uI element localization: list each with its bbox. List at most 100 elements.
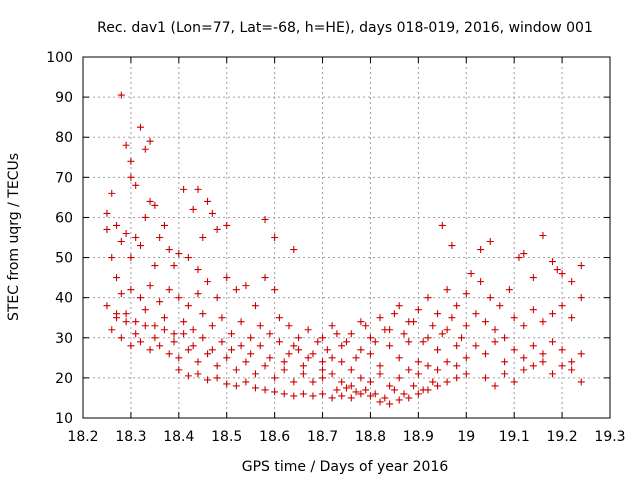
data-point	[127, 342, 135, 350]
data-point	[232, 286, 240, 294]
data-point	[558, 362, 566, 370]
data-point	[472, 342, 480, 350]
data-point	[194, 358, 202, 366]
data-point	[146, 137, 154, 145]
x-tick-label: 19.2	[547, 429, 578, 445]
data-point	[419, 386, 427, 394]
data-point	[520, 322, 528, 330]
data-point	[568, 278, 576, 286]
x-tick-label: 18.5	[211, 429, 242, 445]
data-point	[266, 354, 274, 362]
data-point	[108, 254, 116, 262]
data-point	[242, 282, 250, 290]
data-point	[529, 362, 537, 370]
data-point	[338, 392, 346, 400]
data-point	[232, 382, 240, 390]
data-point	[261, 215, 269, 223]
data-point	[414, 306, 422, 314]
data-point	[146, 197, 154, 205]
data-point	[539, 318, 547, 326]
data-point	[204, 376, 212, 384]
data-point	[184, 254, 192, 262]
data-point	[405, 394, 413, 402]
data-point	[357, 374, 365, 382]
y-tick-label: 40	[55, 291, 73, 307]
data-point	[199, 234, 207, 241]
data-point	[251, 370, 259, 378]
data-point	[453, 374, 461, 382]
data-point	[280, 390, 288, 398]
data-point	[156, 298, 164, 306]
data-point	[381, 326, 389, 334]
data-point	[338, 358, 346, 366]
data-point	[510, 378, 518, 386]
data-point	[357, 390, 365, 398]
data-point	[290, 378, 298, 386]
data-point	[127, 254, 135, 262]
data-point	[501, 358, 509, 366]
data-point	[520, 366, 528, 374]
data-point	[204, 278, 212, 286]
data-point	[462, 290, 470, 298]
data-point	[549, 310, 557, 318]
data-point	[553, 266, 561, 274]
y-tick-label: 90	[55, 90, 73, 106]
data-point	[132, 318, 140, 326]
data-point	[309, 378, 317, 386]
data-point	[434, 382, 442, 390]
data-point	[443, 286, 451, 294]
data-point	[151, 201, 159, 209]
data-point	[132, 181, 140, 189]
data-point	[481, 318, 489, 326]
data-point	[194, 290, 202, 298]
data-point	[386, 382, 394, 390]
data-point	[127, 286, 135, 294]
data-point	[213, 294, 221, 302]
data-point	[271, 374, 279, 382]
data-point	[481, 350, 489, 358]
data-point	[434, 366, 442, 374]
data-point	[175, 294, 183, 302]
data-point	[577, 294, 585, 302]
data-point	[242, 358, 250, 366]
y-axis-label: STEC from uqrg / TECUs	[6, 153, 22, 321]
data-point	[405, 366, 413, 374]
data-point	[347, 366, 355, 374]
data-point	[122, 141, 130, 149]
data-point	[314, 338, 322, 346]
data-point	[510, 346, 518, 354]
data-point	[213, 374, 221, 382]
data-point	[141, 306, 149, 314]
data-point	[194, 266, 202, 274]
data-point	[299, 390, 307, 398]
x-tick-label: 18.9	[403, 429, 434, 445]
data-point	[549, 370, 557, 378]
data-point	[299, 362, 307, 370]
data-point	[577, 350, 585, 358]
data-point	[189, 326, 197, 334]
data-point	[319, 374, 327, 382]
data-point	[160, 314, 168, 322]
x-tick-label: 18.2	[67, 429, 98, 445]
data-point	[228, 330, 236, 338]
data-point	[122, 310, 130, 318]
data-point	[113, 310, 121, 318]
data-point	[136, 294, 144, 302]
data-point	[309, 392, 317, 400]
data-point	[304, 354, 312, 362]
data-point	[170, 330, 178, 338]
data-point	[271, 234, 279, 241]
data-point	[199, 334, 207, 342]
chart-title: Rec. dav1 (Lon=77, Lat=-68, h=HE), days …	[97, 20, 593, 36]
data-point	[204, 350, 212, 358]
data-point	[151, 262, 159, 270]
data-point	[448, 242, 456, 250]
data-point	[491, 338, 499, 346]
y-tick-label: 60	[55, 210, 73, 226]
data-point	[132, 234, 140, 241]
data-point	[280, 358, 288, 366]
data-point	[194, 370, 202, 378]
data-point	[223, 274, 231, 282]
data-point	[352, 354, 360, 362]
